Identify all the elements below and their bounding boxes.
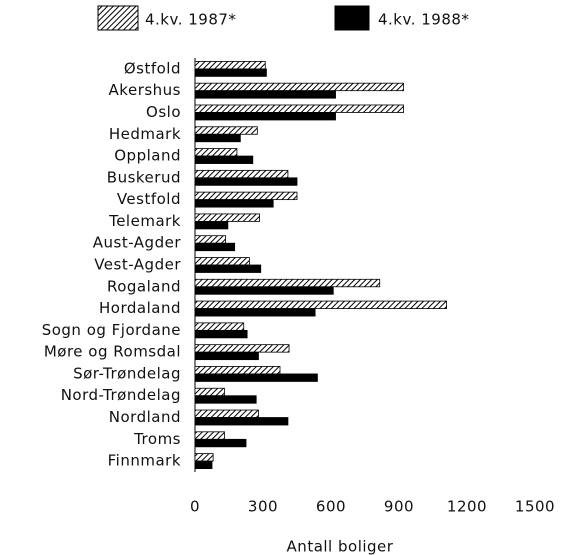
bar	[194, 221, 229, 230]
bar	[194, 191, 298, 201]
bar	[194, 417, 289, 426]
y-tick-label: Hedmark	[109, 125, 181, 143]
bar	[194, 257, 250, 266]
bar	[194, 286, 334, 295]
y-tick-label: Telemark	[108, 212, 181, 230]
bar	[194, 213, 260, 222]
y-tick-label: Finnmark	[108, 452, 181, 470]
bar	[194, 460, 213, 470]
y-tick-label: Sør-Trøndelag	[73, 364, 181, 382]
x-tick-label: 300	[248, 498, 278, 516]
y-tick-label: Buskerud	[107, 168, 181, 186]
y-tick-label: Oslo	[146, 103, 181, 121]
bar	[194, 395, 257, 404]
bar	[194, 351, 259, 361]
bar	[194, 308, 316, 317]
y-tick-label: Østfold	[124, 59, 181, 77]
x-axis-label: Antall boliger	[287, 538, 394, 555]
bar	[194, 126, 258, 135]
legend-label: 4.kv. 1988*	[378, 11, 469, 29]
y-tick-label: Sogn og Fjordane	[42, 321, 181, 339]
bar	[194, 199, 274, 208]
x-tick-label: 0	[190, 498, 200, 516]
x-tick-label: 1500	[515, 498, 555, 516]
bar	[194, 133, 241, 143]
bar	[194, 82, 404, 92]
bar	[194, 373, 318, 382]
bar	[194, 438, 247, 448]
bar	[194, 155, 254, 164]
bar	[194, 177, 298, 186]
x-tick-label: 1200	[447, 498, 487, 516]
bar	[194, 90, 336, 99]
y-tick-label: Hordaland	[99, 299, 181, 317]
bar	[194, 60, 266, 70]
bar	[194, 387, 225, 397]
bar	[194, 242, 236, 252]
y-tick-label: Vest-Agder	[94, 256, 181, 274]
y-tick-label: Akershus	[109, 81, 181, 99]
y-tick-label: Oppland	[114, 147, 181, 165]
x-tick-label: 900	[384, 498, 414, 516]
y-tick-label: Nord-Trøndelag	[61, 386, 181, 404]
bar	[194, 431, 225, 440]
bar	[194, 68, 267, 77]
bar	[194, 169, 289, 179]
y-tick-label: Aust-Agder	[93, 234, 182, 252]
bar	[194, 366, 281, 375]
bar	[194, 453, 214, 462]
y-tick-label: Møre og Romsdal	[44, 343, 181, 361]
bar	[194, 300, 448, 309]
bar	[194, 344, 290, 353]
legend-swatch	[334, 5, 370, 31]
bar	[194, 278, 381, 288]
y-tick-label: Troms	[133, 430, 181, 448]
bar	[194, 409, 259, 418]
bar	[194, 264, 262, 273]
legend-swatch	[97, 5, 139, 31]
y-tick-label: Rogaland	[107, 277, 181, 295]
legend-label: 4.kv. 1987*	[145, 11, 236, 29]
bar	[194, 322, 245, 331]
bar	[194, 148, 238, 157]
bar	[194, 329, 248, 339]
y-tick-label: Vestfold	[117, 190, 181, 208]
y-tick-label: Nordland	[109, 408, 181, 426]
bar	[194, 235, 227, 244]
bar	[194, 104, 404, 113]
bar	[194, 112, 336, 121]
x-tick-label: 600	[316, 498, 346, 516]
